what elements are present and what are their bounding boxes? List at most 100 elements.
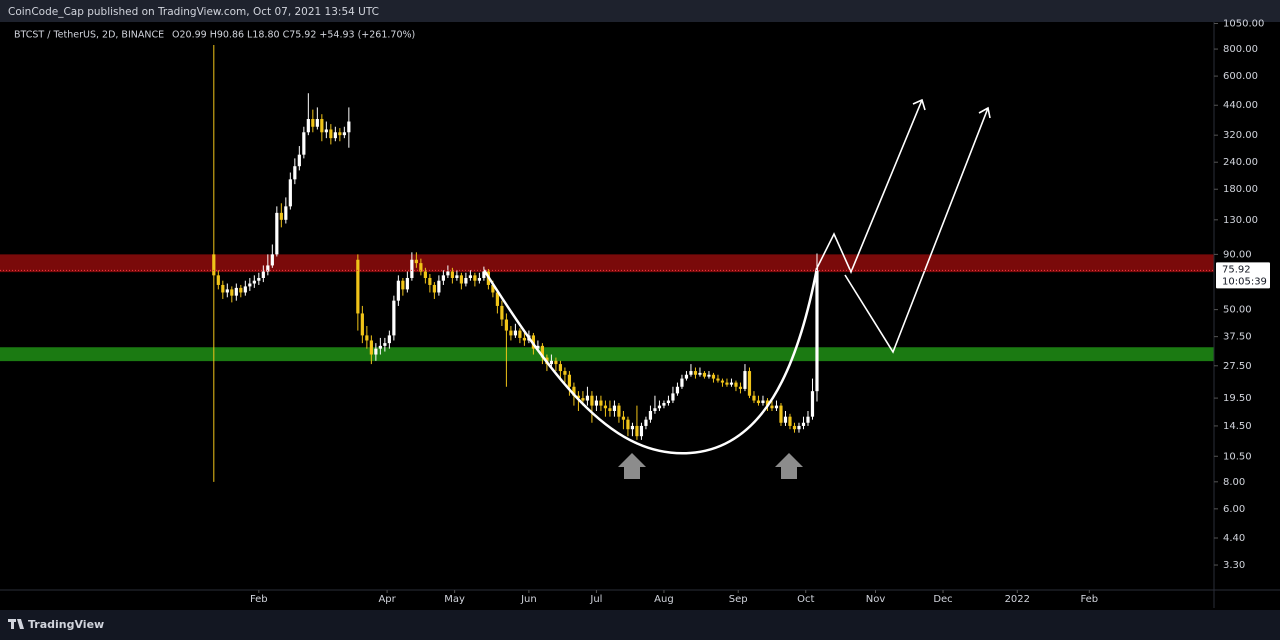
candle-body [347, 121, 351, 133]
candle-body [423, 271, 427, 278]
candle-body [554, 360, 558, 365]
candle-body [396, 280, 400, 301]
candle-body [626, 419, 630, 430]
candle-body [320, 119, 324, 133]
candle-body [239, 287, 243, 293]
x-tick-label: Nov [866, 594, 886, 605]
candle-body [266, 265, 270, 272]
y-tick-label: 90.00 [1223, 249, 1252, 260]
candle-body [621, 416, 626, 420]
symbol-legend: BTCST / TetherUS, 2D, BINANCE [14, 30, 164, 41]
candle-body [225, 289, 229, 293]
candle-body [284, 206, 288, 220]
candle-body [689, 371, 693, 375]
y-tick-label: 3.30 [1223, 560, 1245, 571]
candle-body [302, 132, 306, 155]
candle-body [369, 340, 373, 355]
candle-body [765, 400, 770, 406]
candle-body [707, 374, 711, 377]
candle-body [725, 382, 729, 385]
candle-body [410, 259, 414, 278]
y-tick-label: 600.00 [1223, 71, 1258, 82]
support-arrows [618, 453, 803, 479]
x-tick-label: Dec [933, 594, 952, 605]
x-tick-label: Jun [520, 594, 537, 605]
candle-body [234, 287, 238, 296]
zone [0, 254, 1214, 273]
candle-body [594, 400, 599, 406]
candle-body [810, 391, 815, 417]
candle-body [473, 275, 477, 281]
candle-body [684, 374, 689, 379]
up-arrow [775, 453, 803, 479]
candle-body [657, 405, 662, 409]
candle-body [644, 419, 648, 426]
y-tick-label: 10.50 [1223, 451, 1252, 462]
candle-body [432, 284, 436, 293]
logo-part [17, 619, 24, 629]
candle-body [747, 371, 752, 396]
candle-body [248, 283, 252, 287]
candle-body [770, 405, 774, 409]
candle-body [756, 400, 761, 404]
candle-body [450, 271, 454, 278]
candle-body [648, 410, 653, 420]
candle-body [360, 313, 364, 336]
x-tick-label: Aug [654, 594, 674, 605]
y-tick-label: 8.00 [1223, 477, 1245, 488]
candle-body [815, 270, 819, 392]
zone [0, 347, 1214, 362]
candle-body [464, 277, 468, 284]
candle-body [590, 395, 594, 406]
y-tick-label: 1050.00 [1223, 19, 1264, 30]
candle-body [414, 259, 418, 264]
candle-body [563, 371, 567, 375]
header-text: CoinCode_Cap published on TradingView.co… [8, 6, 379, 18]
candle-body [306, 119, 310, 133]
candle-body [338, 132, 342, 136]
candle-body [671, 393, 675, 401]
candle-body [356, 259, 360, 314]
candle-body [522, 337, 527, 341]
candle-body [270, 254, 274, 266]
candle-body [297, 154, 301, 167]
candle-body [716, 378, 720, 381]
candle-body [639, 425, 644, 437]
y-tick-label: 37.50 [1223, 332, 1252, 343]
candle-body [806, 416, 810, 423]
candle-body [491, 284, 495, 293]
candle-body [567, 374, 572, 387]
candle-body [374, 348, 378, 355]
axes: 1050.00 800.00 600.00 440.00 320.00 240.00 180… [0, 19, 1270, 605]
candle-body [743, 371, 747, 389]
candle-body [221, 284, 225, 293]
candle-body [243, 286, 247, 293]
candle-body [585, 395, 590, 401]
candle-body [680, 378, 684, 387]
x-tick-label: Feb [1080, 594, 1098, 605]
x-tick-label: Apr [378, 594, 396, 605]
candle-body [513, 330, 517, 336]
y-tick-label: 27.50 [1223, 361, 1252, 372]
candle-body [275, 212, 279, 255]
candle-body [311, 119, 315, 127]
x-tick-label: Feb [250, 594, 268, 605]
candle-body [581, 398, 585, 401]
x-tick-label: 2022 [1005, 594, 1030, 605]
candle-body [752, 395, 756, 401]
candle-body [558, 364, 563, 372]
candle-body [419, 263, 423, 272]
projection-path [816, 99, 923, 275]
candle-body [711, 374, 716, 379]
candle-body [549, 360, 554, 365]
candle-body [635, 425, 639, 437]
x-tick-label: Jul [589, 594, 602, 605]
candle-body [495, 292, 499, 306]
candle-body [783, 416, 788, 423]
y-tick-label: 6.00 [1223, 504, 1245, 515]
candle-body [230, 289, 234, 296]
brand-logo [8, 619, 24, 629]
candle-body [675, 386, 680, 394]
candle-body [333, 132, 337, 139]
